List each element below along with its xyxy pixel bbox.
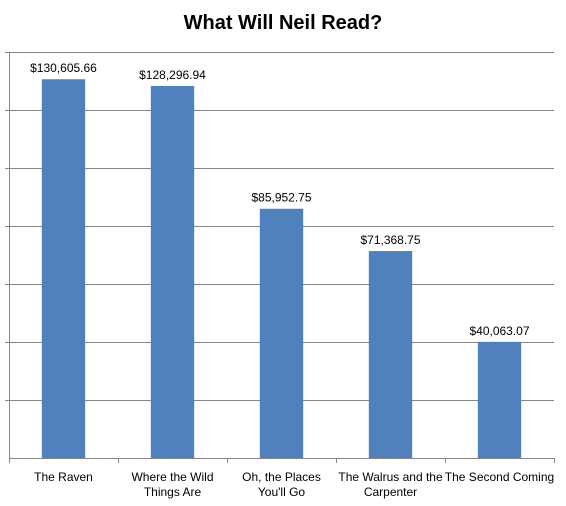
category-label: Where the Wild Things Are: [131, 470, 213, 499]
chart-title: What Will Neil Read?: [184, 12, 383, 34]
data-labels: $130,605.66 $128,296.94 $85,952.75 $71,368.…: [30, 61, 530, 338]
bars: [41, 79, 522, 459]
bar: [259, 208, 304, 458]
data-label: $130,605.66: [30, 61, 97, 75]
bar: [150, 85, 195, 458]
category-tick-labels: The Raven Where the Wild Things Are Oh, the…: [34, 470, 554, 499]
data-label: $85,952.75: [251, 191, 311, 205]
data-label: $40,063.07: [469, 324, 529, 338]
category-label: The Second Coming: [445, 470, 554, 484]
bar: [41, 79, 86, 459]
category-label: The Walrus and the Carpenter: [338, 470, 443, 499]
category-label: Oh, the Places You'll Go: [242, 470, 321, 499]
bar: [368, 251, 413, 458]
category-label: The Raven: [34, 470, 93, 484]
data-label: $71,368.75: [360, 233, 420, 247]
data-label: $128,296.94: [139, 68, 206, 82]
axes: [5, 52, 555, 463]
bar: [477, 341, 522, 458]
